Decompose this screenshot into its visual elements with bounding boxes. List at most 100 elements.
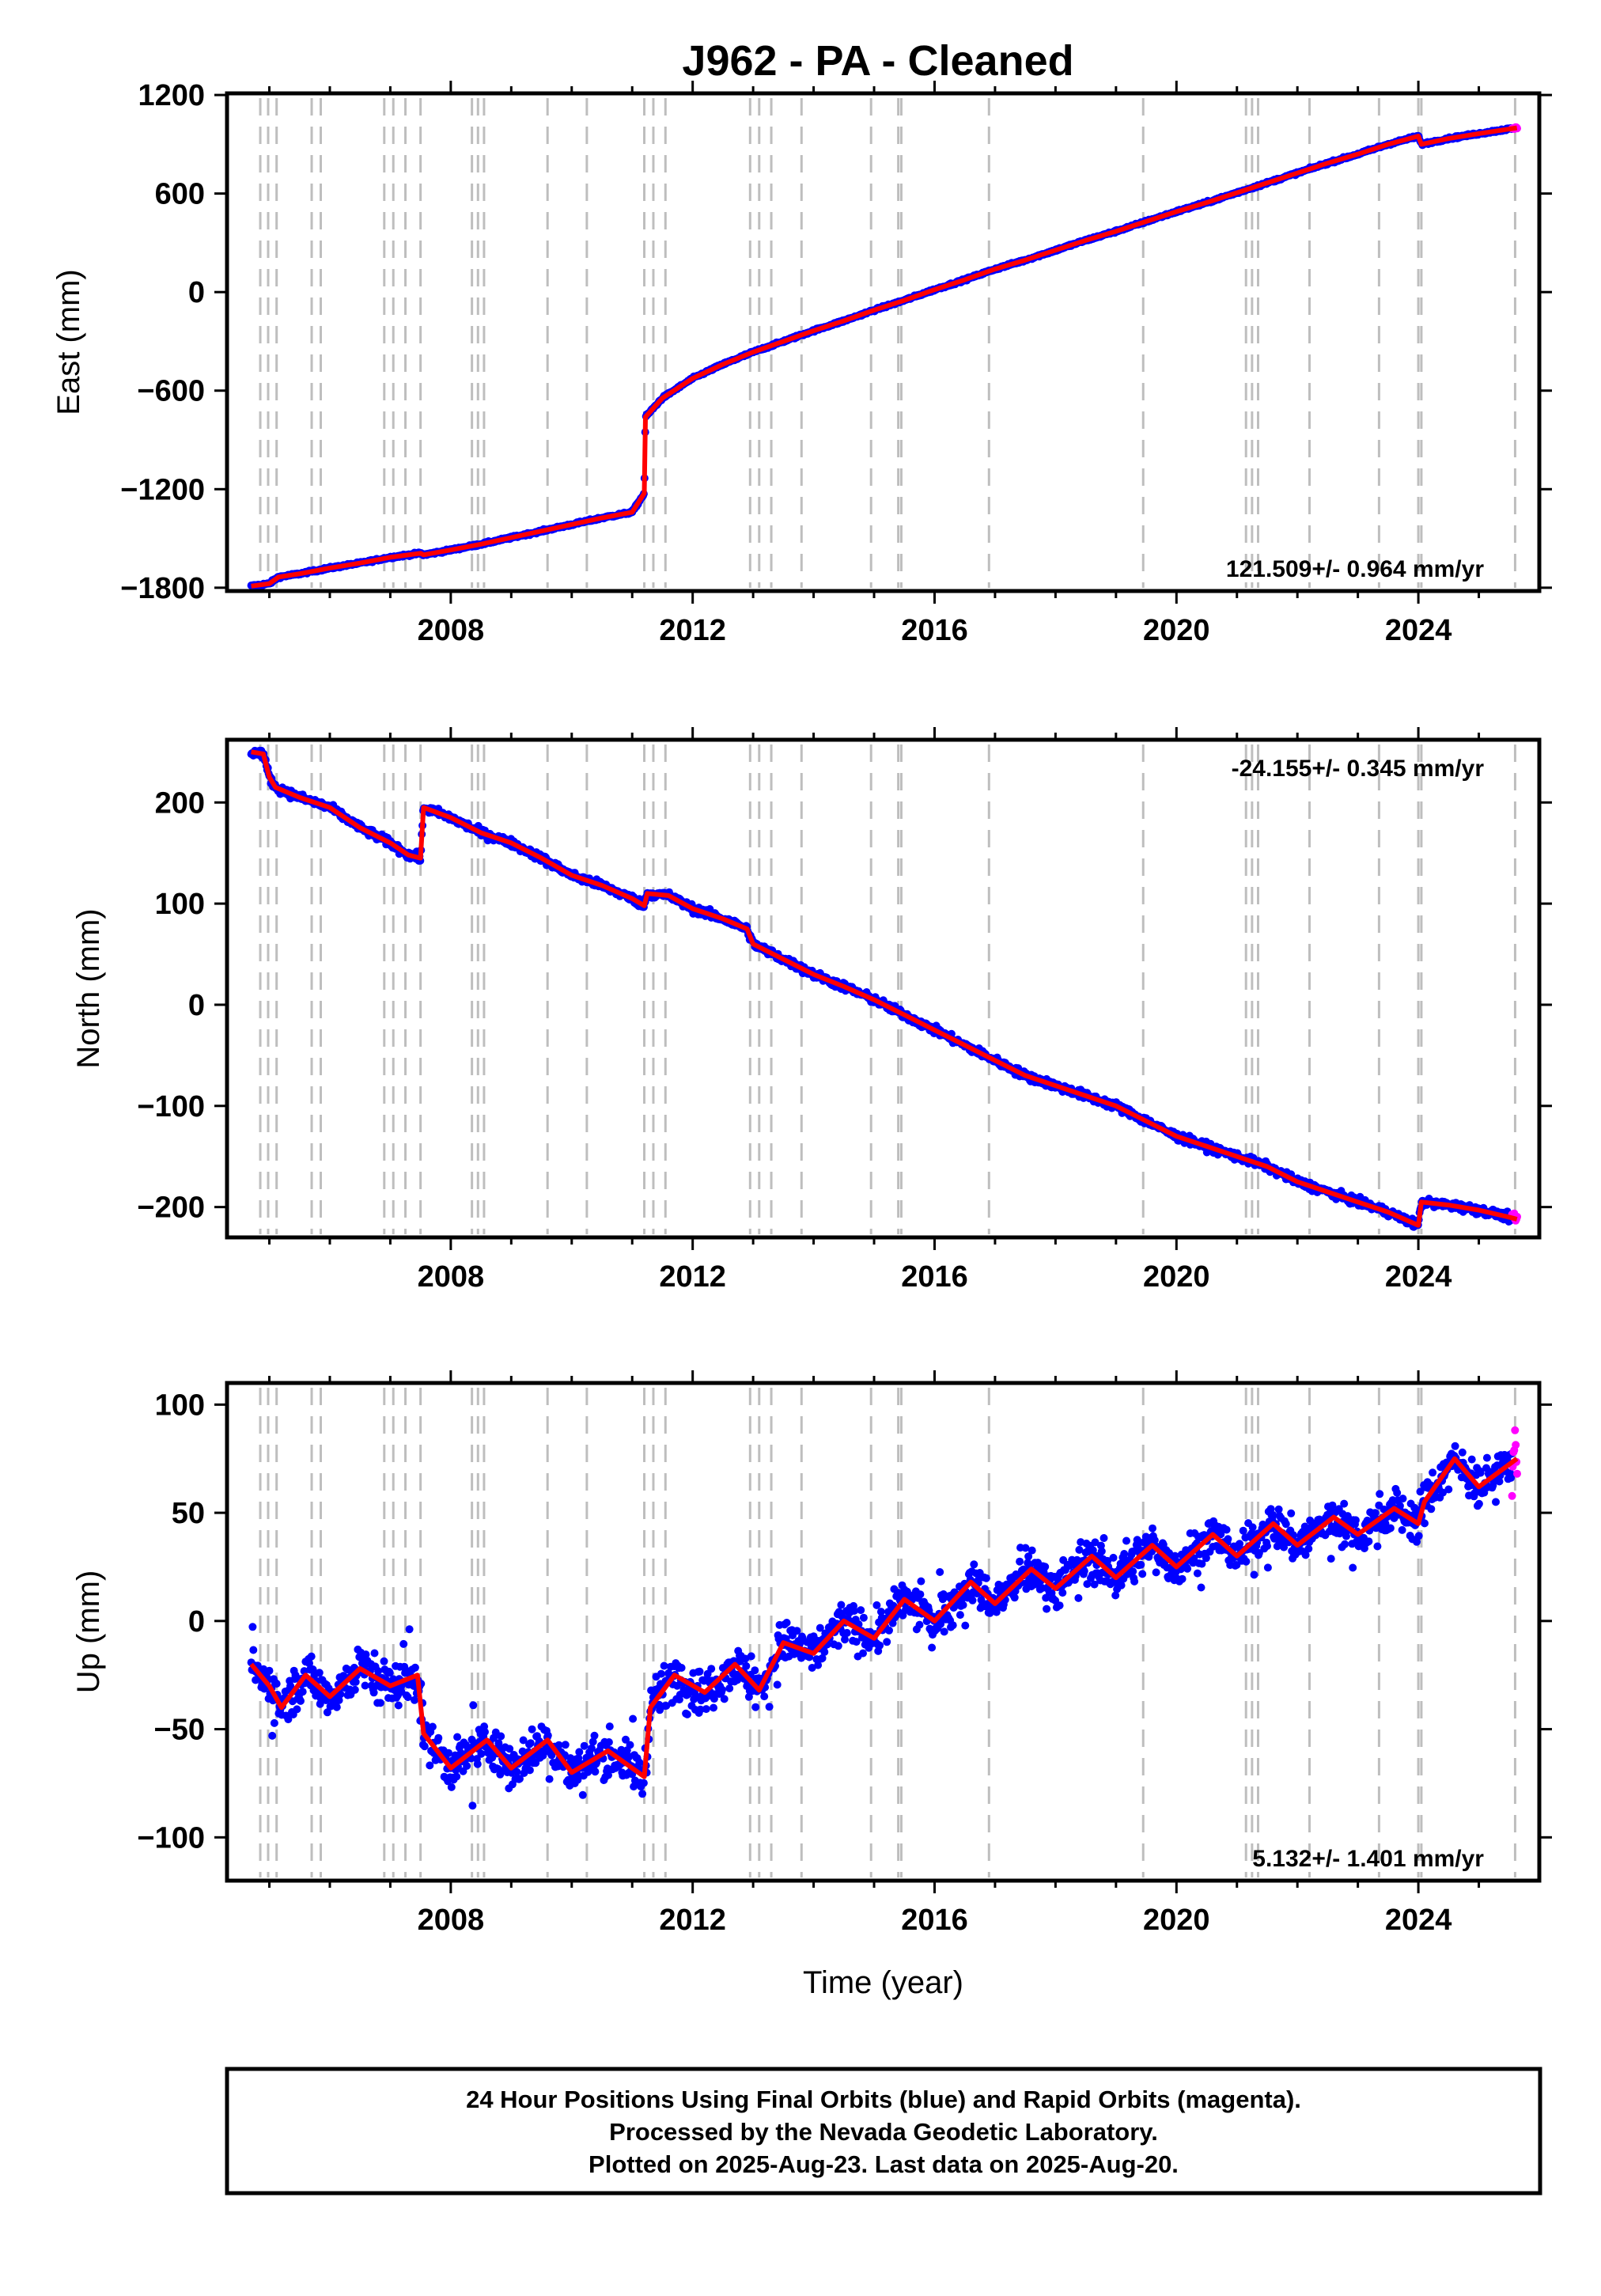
final-orbit-points bbox=[247, 746, 1516, 1231]
data-point bbox=[1041, 1563, 1050, 1571]
data-point bbox=[453, 1733, 462, 1741]
data-point bbox=[876, 1641, 884, 1650]
data-point bbox=[468, 1802, 477, 1810]
data-point bbox=[1016, 1557, 1024, 1566]
y-tick-label: 200 bbox=[155, 786, 205, 820]
east-panel: 2008 2012 2016 2020 202412006000−600−1200−18… bbox=[51, 79, 1552, 647]
data-point bbox=[272, 1680, 281, 1688]
data-point bbox=[760, 1692, 769, 1701]
figure-title: J962 - PA - Cleaned bbox=[682, 37, 1073, 85]
data-point bbox=[469, 1701, 478, 1710]
data-point bbox=[683, 1710, 691, 1718]
data-point bbox=[751, 1703, 760, 1711]
data-point bbox=[773, 1680, 782, 1689]
data-point bbox=[605, 1722, 614, 1731]
data-point bbox=[463, 1762, 471, 1770]
data-point bbox=[720, 1695, 729, 1703]
data-point bbox=[1138, 1570, 1147, 1578]
data-point bbox=[639, 1779, 648, 1787]
data-point bbox=[525, 1766, 534, 1775]
data-point bbox=[575, 1748, 584, 1756]
y-tick-label: −1200 bbox=[120, 473, 205, 506]
model-fit-line bbox=[251, 749, 1518, 1228]
x-tick-label: 2008 bbox=[418, 1260, 485, 1294]
data-point bbox=[293, 1705, 301, 1714]
x-tick-label: 2012 bbox=[659, 614, 726, 647]
data-point bbox=[834, 1642, 842, 1650]
data-point bbox=[497, 1732, 505, 1741]
x-tick-label: 2016 bbox=[901, 1260, 968, 1294]
y-tick-label: −100 bbox=[137, 1090, 205, 1123]
data-point bbox=[248, 1623, 257, 1631]
data-point bbox=[350, 1685, 359, 1694]
final-orbit-points bbox=[247, 124, 1516, 590]
plot-frame bbox=[225, 91, 1542, 593]
y-tick-label: 100 bbox=[155, 888, 205, 921]
data-point bbox=[1137, 1560, 1145, 1569]
data-point bbox=[307, 1652, 316, 1661]
data-point bbox=[842, 1628, 851, 1637]
data-point bbox=[434, 1733, 443, 1742]
data-point bbox=[270, 1718, 278, 1727]
data-point bbox=[411, 1695, 418, 1704]
y-axis-label: East (mm) bbox=[51, 269, 86, 415]
data-point bbox=[747, 1652, 755, 1661]
data-point bbox=[1074, 1593, 1083, 1602]
data-point bbox=[961, 1621, 970, 1630]
data-point bbox=[948, 1621, 957, 1630]
data-point bbox=[956, 1611, 964, 1620]
x-tick-label: 2012 bbox=[659, 1260, 726, 1294]
data-point bbox=[1100, 1534, 1108, 1542]
model-fit-line bbox=[251, 125, 1518, 589]
data-point bbox=[751, 1666, 759, 1675]
data-point bbox=[1122, 1536, 1130, 1545]
x-tick-label: 2020 bbox=[1143, 1260, 1210, 1294]
data-point bbox=[394, 1701, 403, 1710]
data-point bbox=[604, 1738, 613, 1746]
data-point bbox=[1149, 1524, 1156, 1533]
data-point bbox=[917, 1577, 925, 1586]
data-point bbox=[928, 1643, 937, 1652]
data-point bbox=[857, 1606, 865, 1615]
velocity-label: -24.155+/- 0.345 mm/yr bbox=[1232, 756, 1485, 782]
data-point bbox=[837, 1601, 846, 1609]
data-point bbox=[916, 1590, 925, 1599]
data-point bbox=[707, 1665, 716, 1673]
data-point bbox=[428, 1722, 437, 1731]
data-point bbox=[561, 1741, 570, 1749]
data-point bbox=[718, 1685, 726, 1694]
data-point bbox=[545, 1775, 554, 1783]
data-point bbox=[399, 1639, 408, 1648]
data-point bbox=[1152, 1568, 1160, 1577]
data-point bbox=[370, 1649, 379, 1658]
data-point bbox=[447, 1783, 456, 1791]
data-point bbox=[859, 1649, 867, 1658]
data-point bbox=[959, 1601, 967, 1609]
data-point bbox=[513, 1767, 521, 1776]
data-point bbox=[1055, 1601, 1064, 1610]
data-point bbox=[374, 1667, 383, 1676]
data-point bbox=[710, 1703, 717, 1712]
data-point bbox=[915, 1620, 924, 1629]
x-tick-label: 2020 bbox=[1143, 614, 1210, 647]
data-point bbox=[528, 1725, 536, 1733]
data-point bbox=[968, 1596, 977, 1605]
data-point bbox=[820, 1648, 829, 1656]
data-point bbox=[265, 1666, 274, 1675]
data-point bbox=[883, 1638, 891, 1646]
data-point bbox=[1058, 1589, 1067, 1597]
data-point bbox=[420, 1742, 429, 1751]
data-point bbox=[473, 1760, 482, 1768]
velocity-label: 121.509+/- 0.964 mm/yr bbox=[1226, 556, 1484, 582]
y-tick-label: −1800 bbox=[120, 572, 205, 605]
y-tick-label: 1200 bbox=[138, 79, 205, 112]
data-point bbox=[477, 1749, 486, 1758]
y-axis-label: North (mm) bbox=[71, 908, 106, 1068]
data-point bbox=[297, 1696, 305, 1705]
data-point bbox=[970, 1560, 978, 1569]
data-point bbox=[859, 1613, 868, 1622]
data-point bbox=[765, 1703, 774, 1711]
data-point bbox=[1129, 1567, 1137, 1576]
